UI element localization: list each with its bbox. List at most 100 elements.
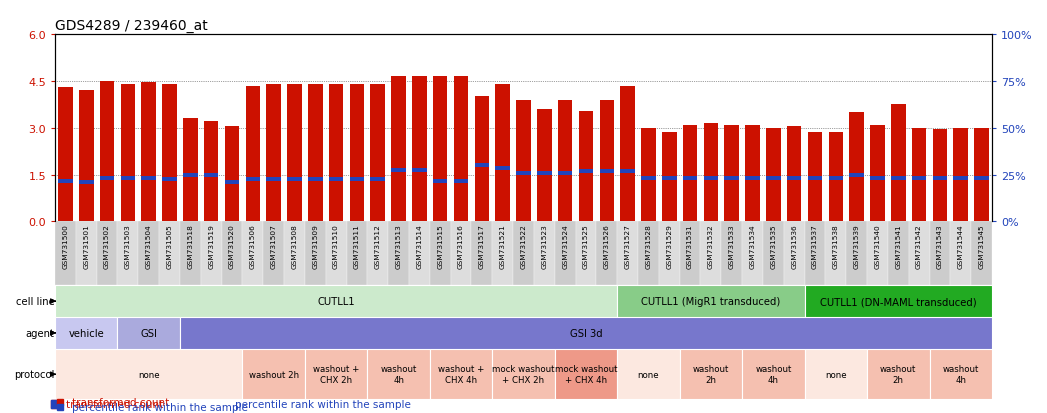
Bar	[638, 222, 659, 285]
Bar	[600, 100, 615, 222]
Bar	[347, 222, 367, 285]
Bar	[266, 178, 281, 182]
Text: GSM731507: GSM731507	[270, 224, 276, 268]
Bar	[225, 181, 240, 185]
Text: CUTLL1 (DN-MAML transduced): CUTLL1 (DN-MAML transduced)	[820, 297, 977, 306]
Text: CUTLL1: CUTLL1	[317, 297, 355, 306]
Bar	[804, 349, 867, 399]
Bar	[891, 105, 906, 222]
Bar	[704, 124, 718, 222]
Bar	[912, 176, 927, 180]
Bar	[55, 222, 75, 285]
Text: GSM731527: GSM731527	[625, 224, 630, 268]
Bar	[453, 179, 468, 183]
Bar	[204, 122, 219, 222]
Bar	[162, 85, 177, 222]
Bar	[222, 222, 243, 285]
Text: GSM731526: GSM731526	[604, 224, 609, 268]
Text: GSM731503: GSM731503	[125, 224, 131, 268]
Bar	[888, 222, 909, 285]
Bar	[430, 349, 492, 399]
Text: GSM731536: GSM731536	[792, 224, 797, 268]
Bar	[432, 77, 447, 222]
Bar	[641, 128, 655, 222]
Text: GSM731522: GSM731522	[520, 224, 527, 268]
Bar	[804, 285, 992, 317]
Text: none: none	[638, 370, 660, 379]
Bar	[138, 222, 159, 285]
Bar	[763, 222, 784, 285]
Bar	[99, 176, 114, 180]
Bar	[350, 85, 364, 222]
Bar	[284, 222, 305, 285]
Bar	[933, 130, 948, 222]
Bar	[55, 285, 617, 317]
Text: GSM731544: GSM731544	[958, 224, 964, 268]
Bar	[849, 173, 864, 177]
Bar	[849, 113, 864, 222]
Text: GDS4289 / 239460_at: GDS4289 / 239460_at	[55, 19, 207, 33]
Bar	[367, 222, 388, 285]
Bar	[742, 222, 763, 285]
Bar	[495, 85, 510, 222]
Text: cell line: cell line	[16, 297, 54, 306]
Text: GSM731502: GSM731502	[104, 224, 110, 268]
Bar	[305, 349, 367, 399]
Bar	[537, 171, 552, 176]
Bar	[825, 222, 846, 285]
Bar	[55, 317, 117, 349]
Text: GSM731518: GSM731518	[187, 224, 194, 268]
Bar	[225, 127, 240, 222]
Bar	[430, 222, 450, 285]
Bar	[492, 349, 555, 399]
Bar	[409, 222, 430, 285]
Bar	[413, 77, 427, 222]
Text: washout +
CHX 2h: washout + CHX 2h	[313, 365, 359, 384]
Text: GSM731515: GSM731515	[438, 224, 443, 268]
Bar	[55, 349, 243, 399]
Text: protocol: protocol	[15, 369, 54, 379]
Bar	[308, 178, 322, 182]
Text: GSM731531: GSM731531	[687, 224, 693, 268]
Text: GSM731532: GSM731532	[708, 224, 714, 268]
Text: none: none	[138, 370, 159, 379]
Bar	[392, 77, 406, 222]
Bar	[534, 222, 555, 285]
Text: mock washout
+ CHX 4h: mock washout + CHX 4h	[555, 365, 618, 384]
Text: GSM731510: GSM731510	[333, 224, 339, 268]
Bar	[79, 91, 93, 222]
Bar	[975, 176, 988, 180]
Bar	[287, 85, 302, 222]
Bar	[617, 222, 638, 285]
Bar	[326, 222, 347, 285]
Text: GSM731505: GSM731505	[166, 224, 173, 268]
Bar	[453, 77, 468, 222]
Text: GSM731500: GSM731500	[63, 224, 68, 268]
Bar	[537, 110, 552, 222]
Bar	[700, 222, 721, 285]
Text: GSM731529: GSM731529	[666, 224, 672, 268]
Bar	[516, 171, 531, 176]
Bar	[662, 133, 676, 222]
Text: GSM731508: GSM731508	[291, 224, 297, 268]
Text: GSM731523: GSM731523	[541, 224, 548, 268]
Text: GSM731501: GSM731501	[83, 224, 89, 268]
Bar	[75, 222, 96, 285]
Bar	[516, 100, 531, 222]
Bar	[576, 222, 597, 285]
Bar	[183, 173, 198, 177]
Bar	[828, 176, 843, 180]
Bar	[305, 222, 326, 285]
Bar	[141, 176, 156, 180]
Bar	[891, 176, 906, 180]
Bar	[513, 222, 534, 285]
Text: GSM731516: GSM731516	[458, 224, 464, 268]
Bar	[807, 176, 822, 180]
Text: GSI: GSI	[140, 328, 157, 338]
Bar	[555, 349, 617, 399]
Bar	[432, 179, 447, 183]
Text: washout +
CHX 4h: washout + CHX 4h	[438, 365, 484, 384]
Bar	[263, 222, 284, 285]
Bar	[742, 349, 804, 399]
Text: GSM731535: GSM731535	[771, 224, 777, 268]
